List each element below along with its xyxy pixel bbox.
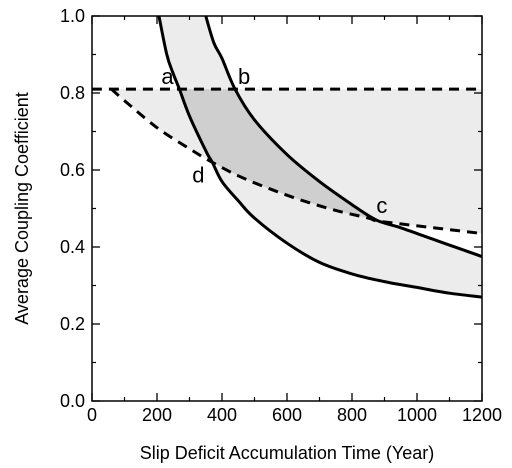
point-label-d: d: [192, 162, 204, 187]
x-tick-label: 800: [337, 405, 367, 425]
x-tick-label: 600: [272, 405, 302, 425]
y-axis-title: Average Coupling Coefficient: [12, 92, 32, 325]
point-label-a: a: [161, 64, 174, 89]
point-label-c: c: [376, 193, 387, 218]
y-tick-label: 0.2: [60, 314, 85, 334]
x-tick-label: 200: [142, 405, 172, 425]
x-tick-label: 1200: [462, 405, 502, 425]
y-tick-label: 0.4: [60, 237, 85, 257]
series-line-4: [110, 87, 483, 235]
y-tick-label: 0.8: [60, 83, 85, 103]
axis-ticks: [91, 15, 483, 402]
series-line-2: [204, 15, 483, 259]
x-axis-title: Slip Deficit Accumulation Time (Year): [140, 443, 434, 463]
y-tick-label: 0.6: [60, 160, 85, 180]
y-tick-label: 1.0: [60, 6, 85, 26]
series-line-1: [157, 15, 483, 299]
x-tick-label: 400: [207, 405, 237, 425]
tick-labels: 0 200 400 600 800 1000 1200 0.0 0.2 0.4 0.6 0.8 1.0: [60, 6, 502, 425]
x-tick-label: 1000: [397, 405, 437, 425]
point-labels: a b c d: [161, 64, 387, 218]
curves: [92, 15, 483, 299]
x-tick-label: 0: [87, 405, 97, 425]
y-tick-label: 0.0: [60, 391, 85, 411]
point-label-b: b: [238, 64, 250, 89]
